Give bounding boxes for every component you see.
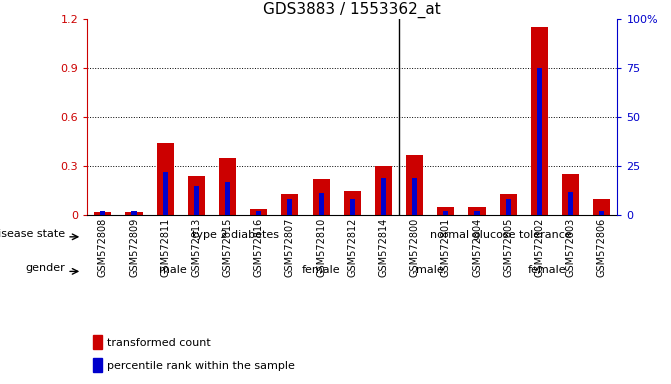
Bar	[381, 178, 386, 215]
Bar	[593, 199, 611, 215]
Bar	[562, 174, 579, 215]
Bar	[599, 211, 605, 215]
Bar	[437, 207, 454, 215]
Title: GDS3883 / 1553362_at: GDS3883 / 1553362_at	[264, 2, 441, 18]
Bar	[93, 335, 102, 349]
Bar	[162, 172, 168, 215]
Text: type 2 diabetes: type 2 diabetes	[192, 230, 279, 240]
Bar	[474, 211, 480, 215]
Bar	[406, 155, 423, 215]
Bar	[531, 27, 548, 215]
Text: normal glucose tolerance: normal glucose tolerance	[429, 230, 571, 240]
Bar	[287, 199, 293, 215]
Text: female: female	[528, 265, 566, 275]
Text: percentile rank within the sample: percentile rank within the sample	[107, 361, 295, 371]
Bar	[412, 178, 417, 215]
Bar	[225, 182, 230, 215]
Bar	[132, 211, 137, 215]
Text: male: male	[159, 265, 187, 275]
Bar	[375, 166, 392, 215]
Bar	[281, 194, 299, 215]
Bar	[194, 186, 199, 215]
Bar	[350, 199, 355, 215]
Bar	[506, 199, 511, 215]
Bar	[500, 194, 517, 215]
Bar	[219, 158, 236, 215]
Bar	[344, 190, 361, 215]
Bar	[256, 211, 261, 215]
Bar	[468, 207, 486, 215]
Bar	[537, 68, 542, 215]
Bar	[94, 212, 111, 215]
Text: transformed count: transformed count	[107, 338, 211, 348]
Bar	[188, 176, 205, 215]
Bar	[125, 212, 142, 215]
Text: female: female	[302, 265, 340, 275]
Bar	[100, 211, 105, 215]
Bar	[93, 358, 102, 372]
Text: gender: gender	[25, 263, 66, 273]
Bar	[568, 192, 573, 215]
Text: male: male	[416, 265, 444, 275]
Bar	[250, 209, 267, 215]
Bar	[156, 143, 174, 215]
Bar	[313, 179, 329, 215]
Bar	[319, 194, 323, 215]
Text: disease state: disease state	[0, 228, 66, 238]
Bar	[444, 211, 448, 215]
